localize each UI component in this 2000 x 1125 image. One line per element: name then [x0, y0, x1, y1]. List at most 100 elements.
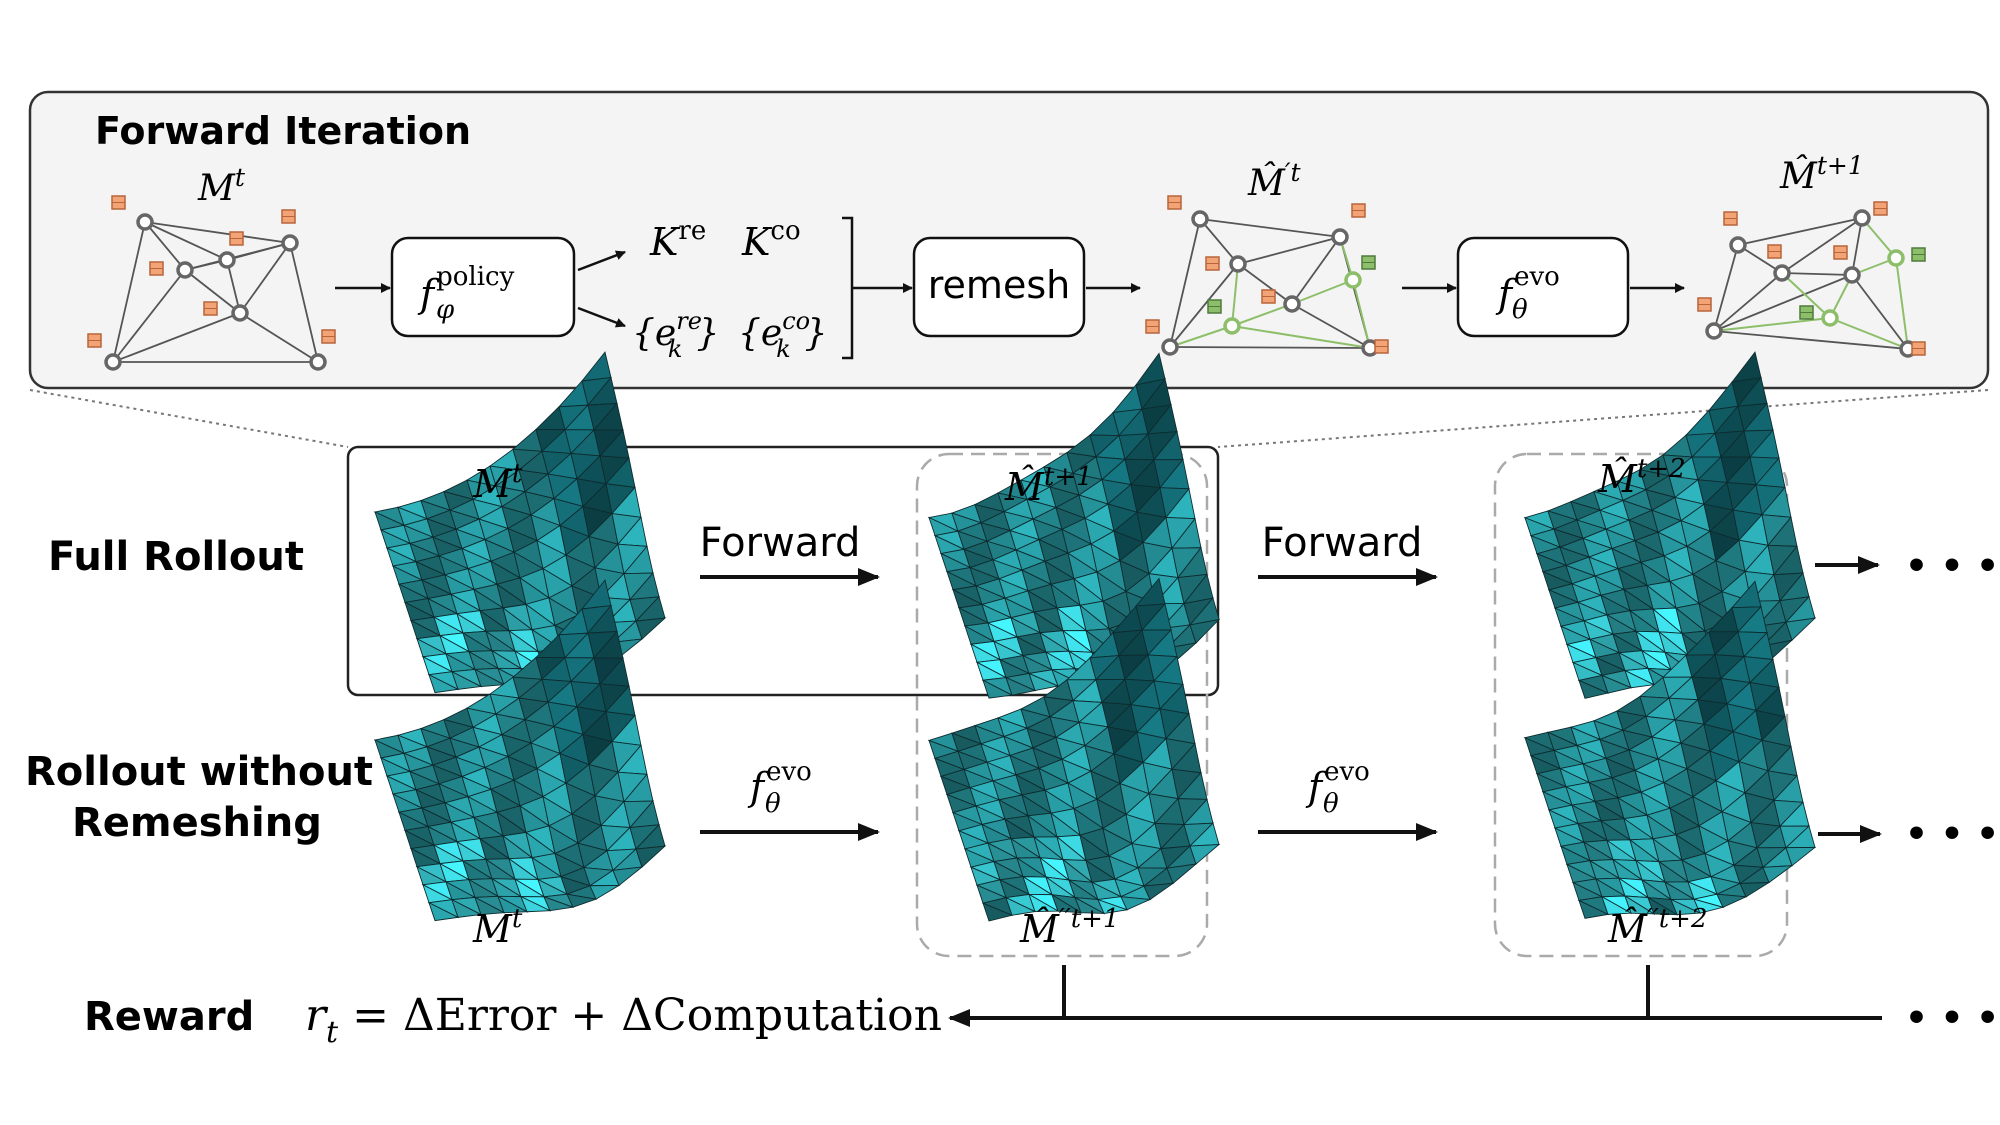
- step-1-group: [915, 452, 1209, 958]
- graph-edge-new: [1291, 279, 1354, 305]
- graph-edge: [1781, 217, 1863, 274]
- graph-edge: [1781, 272, 1853, 276]
- surface-face: [1074, 896, 1105, 914]
- graph-edge: [239, 312, 319, 363]
- surface-face: [543, 896, 574, 912]
- surface-face: [1647, 896, 1678, 916]
- graph-node-new: [1223, 317, 1241, 335]
- graph-edge: [1169, 263, 1239, 348]
- surface-face: [1028, 893, 1060, 913]
- surface-face: [1143, 882, 1175, 901]
- svg-text:φ: φ: [436, 295, 455, 325]
- surface-mesh-norem-2: [1523, 580, 1817, 919]
- surface-face: [1601, 674, 1633, 694]
- graph-edge: [1713, 244, 1739, 332]
- graph-edge: [184, 269, 241, 314]
- graph-edge: [226, 259, 241, 314]
- surface-face: [428, 901, 460, 922]
- graph-edge: [289, 242, 319, 363]
- surface-face: [1578, 899, 1610, 919]
- surface-face: [1189, 618, 1221, 644]
- graph-edge: [1851, 217, 1863, 276]
- surface-face: [1762, 865, 1794, 884]
- surface-mesh-full-1: [927, 352, 1221, 699]
- graph-edge: [1169, 346, 1371, 349]
- graph-node: [1773, 264, 1791, 282]
- full-mesh-0-label: Mt: [472, 459, 523, 506]
- step-2-group: [1493, 452, 1789, 958]
- surface-face: [1028, 672, 1060, 692]
- graph-edge: [184, 242, 291, 271]
- graph-edge-new: [1231, 263, 1239, 327]
- surface-face: [1785, 846, 1817, 867]
- surface-face: [612, 866, 644, 887]
- graph-node: [1161, 338, 1179, 356]
- surface-face: [1051, 893, 1082, 914]
- graph-node: [1729, 236, 1747, 254]
- norem-mesh-0-label: Mt: [472, 904, 523, 951]
- surface-face: [1166, 863, 1198, 885]
- graph-node: [1705, 322, 1723, 340]
- arrow-to-e: [577, 306, 626, 328]
- surface-face: [428, 673, 460, 694]
- full-mesh-1-label: M̂t+1: [1004, 462, 1093, 509]
- graph-edge: [1237, 236, 1341, 265]
- graph-m-t: [87, 195, 336, 371]
- graph-node: [104, 353, 122, 371]
- reward-ellipsis: • • •: [1905, 998, 1999, 1039]
- rollout-without-remeshing-label-1: Rollout without: [25, 749, 373, 795]
- reward-formula: rt = ΔError + ΔComputation: [305, 990, 942, 1050]
- graph-edge: [1199, 218, 1341, 238]
- norem-mesh-2-label: M̂′′t+2: [1607, 904, 1708, 951]
- policy-box: fpolicy φ: [390, 236, 576, 338]
- surface-face: [1120, 896, 1152, 911]
- surface-face: [451, 898, 483, 918]
- graph-node-new: [1887, 249, 1905, 267]
- surface-mesh-norem-0: [373, 579, 667, 922]
- graph-edge: [144, 221, 228, 261]
- graph-node: [1843, 266, 1861, 284]
- label-m-hat-prime-t: M̂′t: [1247, 158, 1302, 204]
- svg-text:fpolicy: fpolicy: [417, 262, 515, 316]
- graph-edge: [1237, 263, 1293, 305]
- surface-mesh-full-0: [373, 351, 667, 694]
- forward-label-1: Forward: [700, 520, 861, 566]
- svg-text:θ: θ: [1512, 295, 1528, 325]
- graph-edge: [112, 269, 186, 363]
- surface-face: [1670, 898, 1702, 916]
- rollout-without-remeshing-label-2: Remeshing: [72, 800, 322, 846]
- forward-label-2: Forward: [1262, 520, 1423, 566]
- graph-edge-new: [1829, 317, 1909, 350]
- graph-edge: [239, 242, 291, 314]
- label-e-co: {eco k}: [738, 307, 828, 363]
- surface-face: [982, 902, 1014, 922]
- graph-edge: [1713, 330, 1909, 350]
- label-k-re: Kre: [649, 216, 706, 264]
- graph-edge-new: [1169, 325, 1233, 348]
- surface-face: [589, 884, 621, 900]
- graph-node: [309, 353, 327, 371]
- graph-edge-new: [1352, 279, 1371, 349]
- full-ellipsis: • • •: [1905, 546, 1999, 587]
- graph-m-hat-prime-t: [1145, 195, 1389, 357]
- surface-face: [520, 895, 551, 913]
- graph-edge: [1291, 236, 1341, 305]
- surface-face: [451, 670, 483, 690]
- surface-face: [474, 668, 506, 688]
- graph-node: [218, 251, 236, 269]
- graph-edge: [112, 221, 146, 363]
- graph-m-hat-t1: [1697, 201, 1926, 358]
- graph-edge: [144, 221, 291, 244]
- arrow-to-k: [577, 250, 626, 272]
- graph-node: [1191, 210, 1209, 228]
- remesh-box: remesh: [912, 236, 1086, 338]
- full-rollout-label: Full Rollout: [48, 534, 304, 580]
- surface-face: [1785, 617, 1817, 641]
- graph-node: [136, 213, 154, 231]
- graph-node: [1283, 295, 1301, 313]
- surface-mesh-norem-1: [927, 577, 1221, 922]
- surface-face: [497, 895, 529, 914]
- graph-edge: [1199, 218, 1239, 265]
- surface-face: [566, 893, 598, 908]
